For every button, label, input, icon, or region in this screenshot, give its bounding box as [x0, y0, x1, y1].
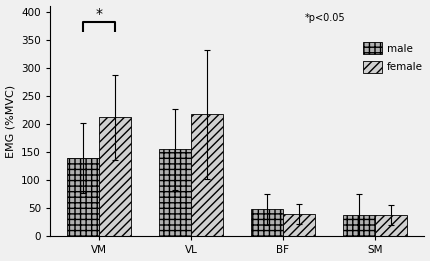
Bar	[250, 210, 282, 236]
Bar	[67, 158, 99, 236]
Legend: male, female: male, female	[359, 39, 425, 76]
Y-axis label: EMG (%MVC): EMG (%MVC)	[6, 85, 15, 158]
Text: *p<0.05: *p<0.05	[304, 13, 344, 23]
Bar	[342, 215, 374, 236]
Bar	[158, 150, 190, 236]
Bar	[99, 117, 131, 236]
Bar	[374, 215, 406, 236]
Bar	[282, 214, 314, 236]
Text: *: *	[95, 8, 102, 21]
Bar	[190, 114, 223, 236]
